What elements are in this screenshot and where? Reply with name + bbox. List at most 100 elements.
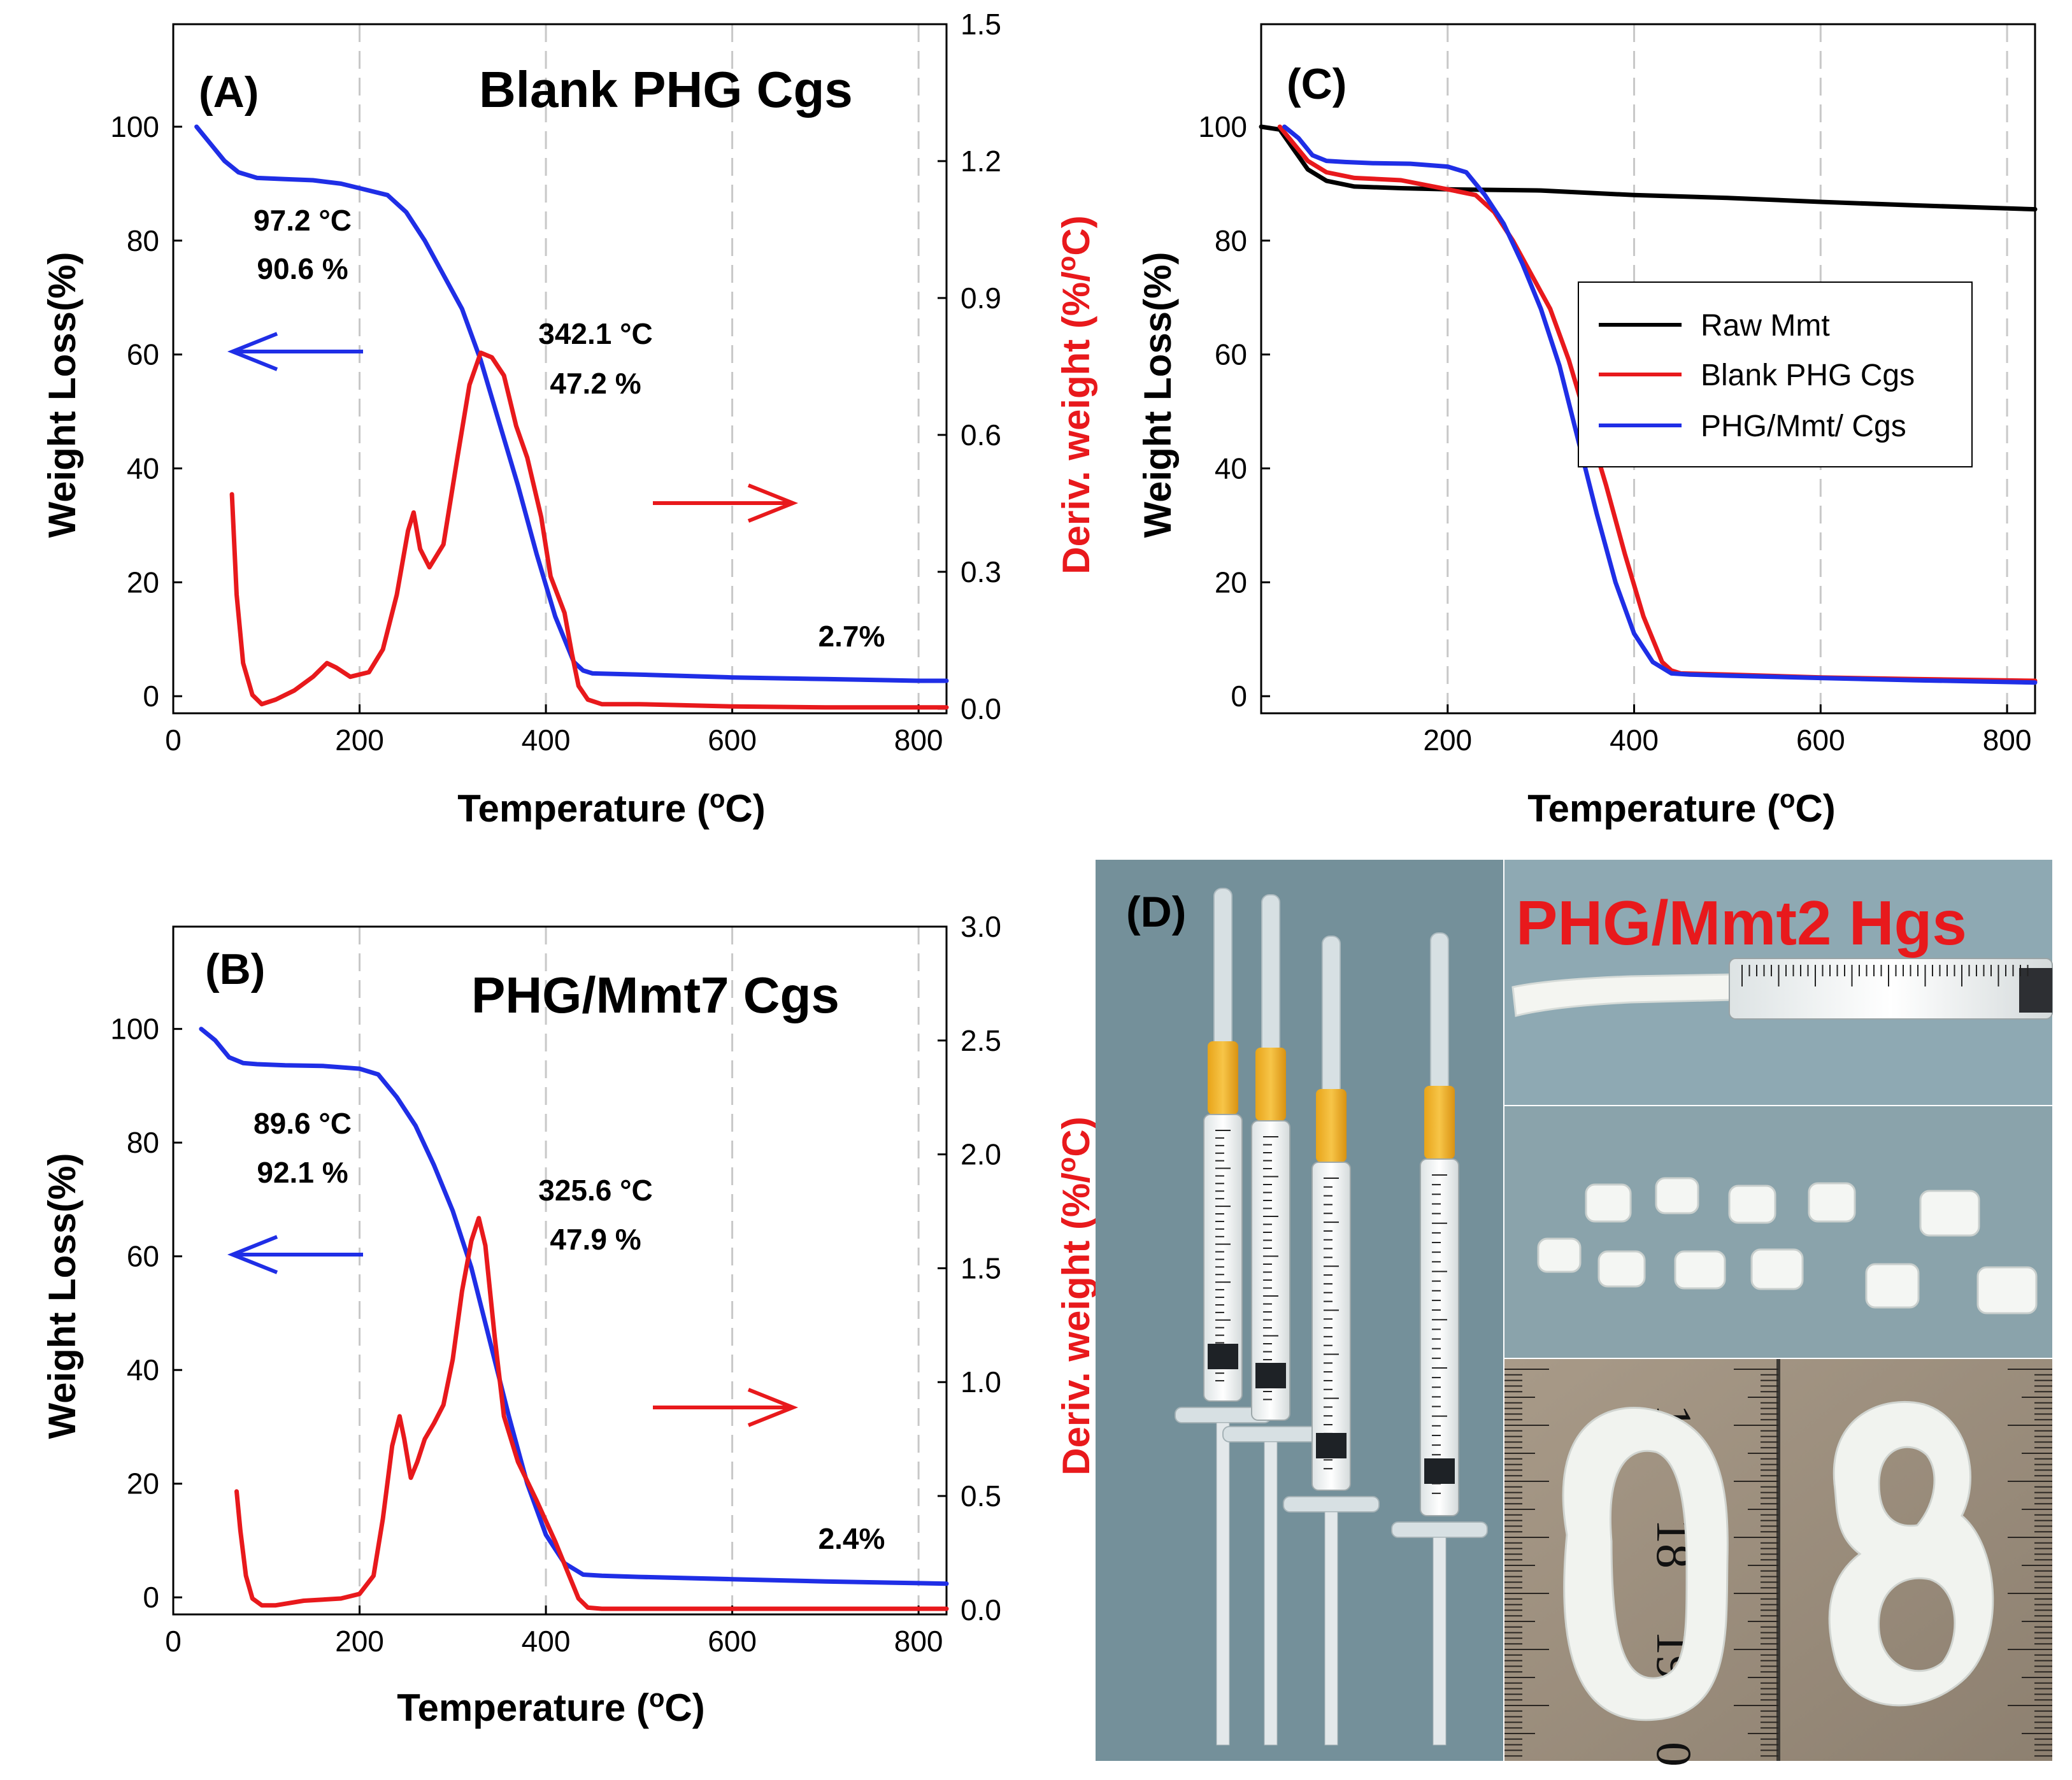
panel-c-legend: Raw Mmt Blank PHG Cgs PHG/Mmt/ Cgs: [1578, 281, 1973, 467]
photo-extrusion: PHG/Mmt2 Hgs: [1504, 860, 2053, 1105]
panel-d-title: PHG/Mmt2 Hgs: [1516, 888, 1967, 958]
panel-b-y2-tick-label-6: 3.0: [961, 910, 1001, 943]
panel-c-x-tick-label-800: 800: [1983, 723, 2032, 757]
legend-label-phg-mmt: PHG/Mmt/ Cgs: [1701, 409, 1906, 443]
panel-a-plot-frame: [172, 23, 948, 715]
panel-b-title: PHG/Mmt7 Cgs: [471, 967, 840, 1023]
gel-piece-6: [1597, 1250, 1646, 1288]
syringe-2-flange: [1283, 1496, 1380, 1513]
panel-a-annotation-4: 2.7%: [818, 620, 885, 653]
panel-b-annotation-0: 89.6 °C: [254, 1107, 352, 1140]
panel-b-annotation-4: 2.4%: [818, 1522, 885, 1555]
gel-piece-9: [1865, 1263, 1920, 1309]
panel-c-x-tick-label-200: 200: [1423, 723, 1472, 757]
panel-a-title: Blank PHG Cgs: [479, 61, 853, 118]
extrusion-syringe-plunger: [2019, 968, 2052, 1013]
gel-loop-knot: [1828, 1400, 1994, 1707]
panel-a-x-tick-label-600: 600: [708, 723, 757, 757]
panel-c-y-tick-label-60: 60: [1215, 338, 1247, 371]
panel-c-plot-frame: [1260, 23, 2036, 715]
syringe-0-barrel: [1203, 1114, 1243, 1402]
syringe-0-stopper: [1208, 1344, 1238, 1369]
panel-b-arrows: [227, 1235, 799, 1427]
syringe-group: [1175, 888, 1488, 1746]
panel-c-y-axis-label: Weight Loss(%): [1136, 252, 1179, 538]
panel-b-y2-tick-label-3: 1.5: [961, 1251, 1001, 1285]
panel-c-y-tick-label-20: 20: [1215, 566, 1247, 599]
panel-a-chart: 0 200 400 600 800 0 20 40 60 80 100 0.0 0.3 0.6 0.9 1…: [41, 8, 1097, 830]
panel-b-y-ticks: 0 20 40 60 80 100: [110, 1013, 182, 1614]
photo-gel-loops: 18 18 19 0: [1504, 1359, 2052, 1767]
panel-c-y-tick-label-0: 0: [1231, 680, 1247, 713]
panel-c-grid: [1447, 24, 2008, 713]
panel-a-annotation-0: 97.2 °C: [254, 204, 352, 237]
gel-loop-oval: [1562, 1407, 1729, 1721]
gel-piece-1: [1655, 1177, 1699, 1214]
panel-a-y2-tick-label-4: 1.2: [961, 145, 1001, 178]
syringe-0-hub: [1208, 1041, 1238, 1114]
syringe-0-plunger-rod: [1216, 1422, 1230, 1746]
panel-b-series-weight-loss: [199, 1027, 949, 1586]
syringe-1-needle-cap: [1261, 894, 1280, 1061]
panel-c-y-tick-label-100: 100: [1198, 110, 1247, 143]
panel-d-photos: (D) PHG/Mmt2 Hgs 18 18 19 0: [1096, 860, 2053, 1767]
panel-b-annotations: 89.6 °C 92.1 % 325.6 °C 47.9 % 2.4%: [254, 1107, 885, 1555]
gel-piece-0: [1585, 1183, 1632, 1223]
panel-b-y-axis-label: Weight Loss(%): [41, 1153, 83, 1439]
panel-b-annotation-3: 47.9 %: [550, 1223, 641, 1256]
syringe-1-barrel: [1251, 1120, 1290, 1421]
panel-b-y-tick-label-40: 40: [127, 1353, 159, 1386]
photo-syringes: (D): [1096, 860, 1503, 1761]
panel-a-y-tick-label-60: 60: [127, 338, 159, 371]
syringe-0-needle-cap: [1213, 888, 1232, 1055]
panel-a-y2-ticks: 0.0 0.3 0.6 0.9 1.2 1.5: [938, 8, 1001, 725]
panel-a-y-axis-label: Weight Loss(%): [41, 252, 83, 538]
panel-a-arrow-left-head: [227, 332, 278, 371]
panel-b-x-axis-label: Temperature (oC): [397, 1684, 704, 1729]
panel-b-arrow-right-head: [747, 1388, 799, 1427]
panel-a-y2-tick-label-5: 1.5: [961, 8, 1001, 41]
panel-b-x-tick-label-600: 600: [708, 1625, 757, 1658]
panel-a-x-axis-label: Temperature (oC): [457, 785, 765, 830]
panel-b-chart: 0 200 400 600 800 0 20 40 60 80 100 0.0 0.5 1.0 1.5 2…: [41, 910, 1097, 1729]
panel-b-grid: [359, 927, 920, 1614]
panel-b-x-tick-label-200: 200: [335, 1625, 384, 1658]
legend-label-raw-mmt: Raw Mmt: [1701, 309, 1830, 343]
panel-c-y-tick-label-80: 80: [1215, 224, 1247, 257]
panel-b-y2-tick-label-5: 2.5: [961, 1024, 1001, 1057]
syringe-1-flange: [1222, 1426, 1319, 1442]
panel-b-label: (B): [205, 945, 265, 993]
ruler-label-0: 0: [1647, 1742, 1702, 1767]
panel-c-chart: 200 400 600 800 0 20 40 60 80 100 (C) Temperatur…: [1136, 23, 2038, 830]
syringe-2-hub: [1316, 1089, 1347, 1162]
panel-b-y2-tick-label-0: 0.0: [961, 1593, 1001, 1627]
legend-label-blank-phg: Blank PHG Cgs: [1701, 359, 1915, 392]
panel-b-y2-tick-label-2: 1.0: [961, 1365, 1001, 1399]
panel-a-y-tick-label-100: 100: [110, 110, 159, 143]
panel-c-series: [1259, 124, 2038, 685]
panel-b-y-tick-label-80: 80: [127, 1126, 159, 1159]
panel-c-series-phg-mmt-cgs: [1282, 124, 2038, 685]
panel-c-x-ticks: 200 400 600 800: [1423, 704, 2031, 757]
extrusion-syringe-barrel: [1729, 958, 2053, 1020]
panel-b-y-tick-label-100: 100: [110, 1013, 159, 1046]
panel-a-y-tick-label-20: 20: [127, 566, 159, 599]
panel-b-y2-axis-label: Deriv. weight (%/oC): [1053, 1116, 1097, 1475]
panel-a-x-tick-label-200: 200: [335, 723, 384, 757]
panel-a-y2-tick-label-2: 0.6: [961, 418, 1001, 452]
panel-a-annotations: 97.2 °C 90.6 % 342.1 °C 47.2 % 2.7%: [254, 204, 885, 653]
syringe-3-plunger-rod: [1433, 1537, 1447, 1746]
panel-b-arrow-left-head: [227, 1235, 278, 1274]
syringe-2-plunger-rod: [1324, 1511, 1338, 1746]
panel-b-series: [199, 1027, 949, 1611]
panel-a-y2-tick-label-3: 0.9: [961, 281, 1001, 315]
panel-b-y-tick-label-60: 60: [127, 1240, 159, 1273]
syringe-3-flange: [1391, 1521, 1488, 1538]
panel-b-y2-tick-label-1: 0.5: [961, 1479, 1001, 1513]
syringe-3-hub: [1424, 1086, 1455, 1159]
ruler-graduations: [1504, 1369, 2052, 1757]
panel-b-x-tick-label-0: 0: [165, 1625, 182, 1658]
panel-a-arrows: [227, 332, 799, 523]
panel-a-y2-tick-label-1: 0.3: [961, 555, 1001, 588]
